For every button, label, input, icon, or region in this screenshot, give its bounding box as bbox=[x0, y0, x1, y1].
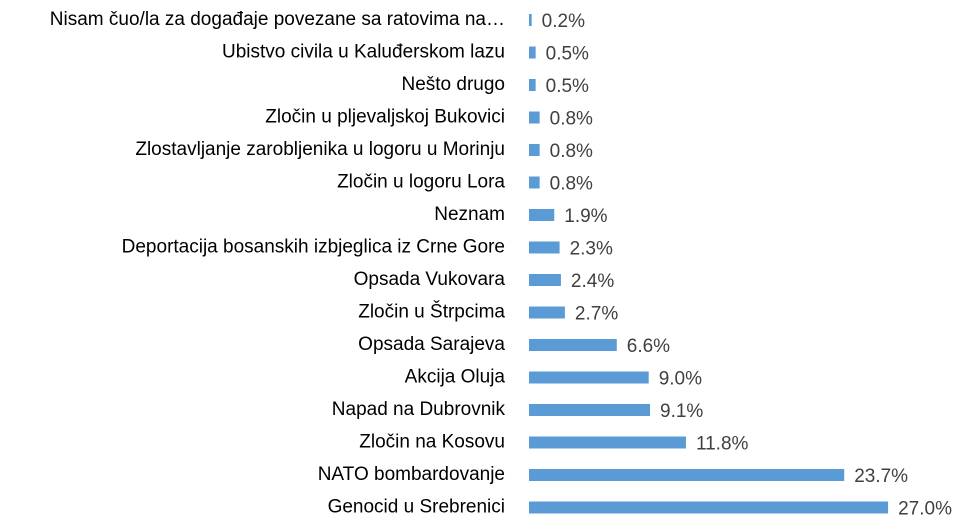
category-label: Opsada Sarajeva bbox=[358, 334, 505, 355]
category-label: Zločin u Štrpcima bbox=[358, 301, 505, 323]
bar bbox=[529, 241, 560, 254]
bar bbox=[529, 111, 540, 124]
data-label: 11.8% bbox=[696, 434, 749, 455]
bar bbox=[529, 339, 617, 351]
category-label: NATO bombardovanje bbox=[318, 464, 505, 485]
data-label: 6.6% bbox=[627, 336, 670, 357]
bar bbox=[529, 501, 889, 514]
data-label: 0.8% bbox=[550, 109, 593, 130]
category-label: Deportacija bosanskih izbjeglica iz Crne… bbox=[122, 237, 505, 258]
bar bbox=[529, 469, 845, 481]
category-label: Nešto drugo bbox=[401, 74, 505, 95]
category-label: Ubistvo civila u Kaluđerskom lazu bbox=[222, 42, 505, 63]
bar bbox=[529, 176, 540, 189]
bar bbox=[529, 46, 536, 59]
bar bbox=[529, 14, 532, 26]
data-label: 23.7% bbox=[854, 466, 908, 487]
category-label: Genocid u Srebrenici bbox=[328, 497, 505, 517]
category-label: Nisam čuo/la za događaje povezane sa rat… bbox=[50, 9, 505, 30]
data-label: 0.2% bbox=[542, 11, 585, 32]
data-label: 0.8% bbox=[550, 141, 593, 162]
data-label: 0.5% bbox=[546, 76, 589, 97]
category-label: Zločin u logoru Lora bbox=[337, 172, 505, 193]
data-label: 0.5% bbox=[546, 44, 589, 65]
bar bbox=[529, 306, 565, 319]
bar bbox=[529, 209, 555, 221]
bar bbox=[529, 274, 561, 286]
bar bbox=[529, 371, 649, 384]
data-label: 2.4% bbox=[571, 271, 614, 292]
bar bbox=[529, 79, 536, 91]
bar bbox=[529, 436, 686, 449]
data-label: 9.1% bbox=[660, 401, 703, 422]
category-label: Opsada Vukovara bbox=[354, 269, 506, 290]
category-label: Zlostavljanje zarobljenika u logoru u Mo… bbox=[135, 139, 505, 160]
category-label: Akcija Oluja bbox=[405, 367, 506, 388]
data-label: 2.3% bbox=[570, 239, 613, 260]
data-label: 1.9% bbox=[564, 206, 607, 227]
data-label: 9.0% bbox=[659, 369, 702, 390]
data-label: 27.0% bbox=[898, 499, 952, 517]
category-label: Neznam bbox=[434, 204, 505, 225]
bar bbox=[529, 144, 540, 156]
category-label: Napad na Dubrovnik bbox=[332, 399, 506, 420]
data-label: 2.7% bbox=[575, 304, 618, 325]
category-label: Zločin u pljevaljskoj Bukovici bbox=[265, 107, 505, 128]
data-label: 0.8% bbox=[550, 174, 593, 195]
category-label: Zločin na Kosovu bbox=[359, 432, 505, 453]
bar bbox=[529, 404, 651, 416]
